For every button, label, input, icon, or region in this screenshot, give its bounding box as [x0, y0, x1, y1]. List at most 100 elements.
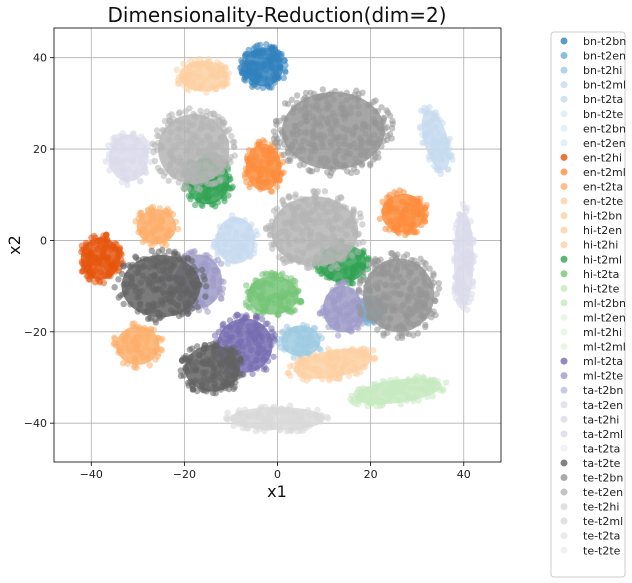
- legend-marker-ml-t2ml: [560, 343, 568, 351]
- data-point: [184, 171, 192, 178]
- data-point: [189, 170, 197, 178]
- data-point: [247, 364, 254, 371]
- data-point: [421, 133, 429, 140]
- data-point: [123, 280, 130, 288]
- data-point: [139, 272, 147, 280]
- data-point: [223, 345, 230, 352]
- data-point: [227, 217, 234, 224]
- data-point: [230, 258, 238, 265]
- data-point: [433, 112, 441, 120]
- data-point: [431, 297, 438, 305]
- legend-label-hi-t2ml: hi-t2ml: [583, 253, 622, 266]
- data-point: [317, 346, 324, 354]
- data-point: [290, 277, 297, 284]
- data-point: [107, 161, 115, 169]
- data-point: [370, 354, 378, 362]
- data-point: [216, 155, 224, 162]
- data-point: [269, 170, 277, 177]
- data-point: [105, 150, 113, 158]
- legend-label-hi-t2ta: hi-t2ta: [583, 268, 619, 281]
- data-point: [285, 369, 292, 376]
- data-point: [257, 48, 264, 55]
- data-point: [196, 55, 204, 63]
- data-point: [366, 313, 373, 320]
- data-point: [273, 183, 281, 190]
- data-point: [226, 358, 234, 366]
- data-point: [311, 366, 318, 374]
- data-point: [129, 323, 137, 330]
- data-point: [367, 272, 375, 279]
- data-point: [294, 247, 301, 254]
- data-point: [305, 350, 312, 357]
- data-point: [266, 159, 274, 166]
- data-point: [271, 79, 278, 86]
- data-point: [364, 402, 372, 410]
- data-point: [329, 241, 336, 248]
- data-point: [231, 138, 238, 146]
- legend-label-hi-t2hi: hi-t2hi: [583, 239, 618, 252]
- data-point: [194, 161, 202, 169]
- legend-marker-bn-t2ml: [560, 81, 568, 89]
- series-te-t2en: [149, 105, 367, 272]
- data-point: [428, 282, 436, 289]
- data-point: [286, 155, 293, 162]
- data-point: [323, 307, 330, 315]
- data-point: [243, 302, 250, 309]
- data-point: [140, 218, 147, 225]
- data-point: [372, 154, 379, 161]
- data-point: [333, 324, 341, 331]
- data-point: [464, 222, 471, 229]
- data-point: [220, 361, 227, 368]
- legend-label-ta-t2en: ta-t2en: [583, 399, 623, 412]
- data-point: [239, 412, 246, 420]
- data-point: [233, 232, 240, 240]
- legend-marker-hi-t2ml: [560, 255, 568, 263]
- data-point: [124, 155, 132, 162]
- legend-label-bn-t2bn: bn-t2bn: [583, 35, 626, 48]
- data-point: [269, 270, 276, 278]
- legend-label-te-t2hi: te-t2hi: [583, 501, 619, 514]
- data-point: [391, 226, 398, 233]
- data-point: [366, 300, 373, 307]
- data-point: [319, 375, 326, 383]
- data-point: [444, 137, 451, 144]
- data-point: [358, 139, 365, 146]
- data-point: [218, 80, 225, 88]
- data-point: [249, 370, 256, 378]
- legend-box: [550, 31, 626, 578]
- data-point: [268, 57, 275, 64]
- legend-marker-te-t2te: [560, 546, 568, 554]
- data-point: [329, 300, 337, 308]
- data-point: [225, 353, 233, 360]
- data-point: [94, 260, 102, 267]
- data-point: [186, 137, 194, 145]
- data-point: [165, 117, 173, 124]
- data-point: [297, 142, 305, 150]
- data-point: [110, 243, 117, 250]
- data-point: [146, 257, 154, 265]
- data-point: [327, 164, 334, 172]
- data-point: [333, 121, 340, 128]
- data-point: [226, 371, 234, 379]
- legend-label-ta-t2ml: ta-t2ml: [583, 428, 623, 441]
- data-point: [234, 311, 242, 319]
- data-point: [350, 263, 358, 271]
- data-point: [311, 340, 318, 347]
- data-point: [161, 238, 168, 245]
- data-point: [387, 314, 394, 322]
- data-point: [206, 120, 213, 127]
- data-point: [285, 330, 293, 337]
- data-point: [206, 64, 214, 71]
- data-point: [201, 276, 208, 283]
- data-point: [341, 133, 349, 141]
- data-point: [328, 90, 335, 97]
- data-point: [286, 363, 294, 370]
- data-point: [299, 417, 306, 424]
- legend-marker-ta-t2te: [560, 459, 568, 467]
- data-point: [281, 136, 288, 143]
- data-point: [208, 125, 216, 132]
- data-point: [455, 277, 463, 284]
- data-point: [166, 298, 174, 305]
- data-point: [206, 341, 213, 349]
- data-point: [421, 301, 428, 309]
